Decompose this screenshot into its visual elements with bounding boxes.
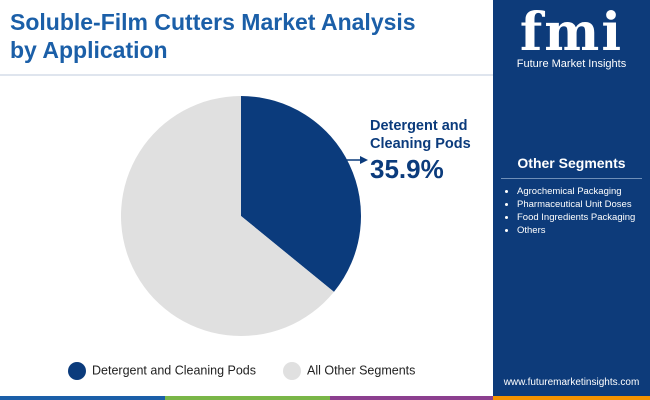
sidebar: fmi Future Market Insights Other Segment…: [493, 0, 650, 400]
segment-item: Others: [517, 224, 635, 237]
segment-item: Food Ingredients Packaging: [517, 211, 635, 224]
chart: Detergent and Cleaning Pods All Other Seg…: [68, 96, 415, 380]
segments-list: Agrochemical Packaging Pharmaceutical Un…: [503, 185, 635, 237]
segments-title: Other Segments: [517, 155, 626, 171]
segment-item: Pharmaceutical Unit Doses: [517, 198, 635, 211]
footer-stripe: [493, 396, 650, 400]
annotation-label: Detergent and Cleaning Pods: [370, 118, 471, 152]
legend-marker: [68, 362, 86, 380]
title-rule: [0, 74, 493, 76]
logo-name: Future Market Insights: [516, 58, 627, 70]
pie-slice: [241, 96, 362, 292]
legend-marker: [283, 362, 301, 380]
logo-mark: fmi: [519, 2, 624, 63]
value-label: 35.9%: [370, 154, 444, 184]
chart-title: Soluble-Film Cutters Market Analysis by …: [10, 9, 416, 63]
footer-stripe: [165, 396, 330, 400]
footer-stripe: [0, 396, 165, 400]
legend-label: Detergent and Cleaning Pods: [92, 363, 256, 377]
segments-rule: [501, 178, 642, 179]
footer-stripe: [330, 396, 493, 400]
annotation-arrowhead: [360, 156, 368, 164]
url[interactable]: www.futuremarketinsights.com: [503, 377, 640, 388]
legend-label: All Other Segments: [307, 363, 415, 377]
segment-item: Agrochemical Packaging: [517, 185, 635, 198]
pie-slice: [120, 96, 334, 336]
